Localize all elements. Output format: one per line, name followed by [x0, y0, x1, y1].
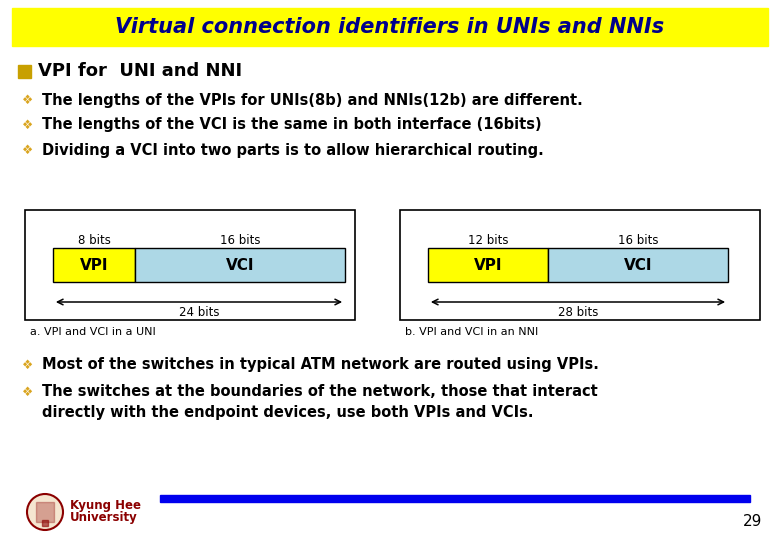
Text: The lengths of the VCI is the same in both interface (16bits): The lengths of the VCI is the same in bo…: [42, 118, 541, 132]
Bar: [135, 248, 345, 282]
Text: 8 bits: 8 bits: [77, 233, 111, 246]
Bar: [18, 65, 31, 78]
Text: Kyung Hee: Kyung Hee: [70, 498, 141, 511]
Text: a. VPI and VCI in a UNI: a. VPI and VCI in a UNI: [30, 327, 156, 337]
Text: VPI: VPI: [80, 258, 108, 273]
Text: ❖: ❖: [23, 118, 34, 132]
Text: University: University: [70, 511, 138, 524]
Bar: [160, 495, 750, 502]
Text: 12 bits: 12 bits: [468, 233, 509, 246]
Bar: [42, 520, 48, 526]
Text: ❖: ❖: [23, 359, 34, 372]
Text: 24 bits: 24 bits: [179, 306, 219, 319]
Text: 28 bits: 28 bits: [558, 306, 598, 319]
Text: directly with the endpoint devices, use both VPIs and VCIs.: directly with the endpoint devices, use …: [42, 404, 534, 420]
Text: b. VPI and VCI in an NNI: b. VPI and VCI in an NNI: [405, 327, 538, 337]
Bar: [53, 248, 135, 282]
Bar: [400, 210, 760, 320]
Text: VCI: VCI: [225, 258, 254, 273]
Text: 29: 29: [743, 515, 762, 530]
Text: Dividing a VCI into two parts is to allow hierarchical routing.: Dividing a VCI into two parts is to allo…: [42, 143, 544, 158]
Text: 16 bits: 16 bits: [618, 233, 658, 246]
Text: VPI for  UNI and NNI: VPI for UNI and NNI: [38, 62, 242, 80]
Text: Most of the switches in typical ATM network are routed using VPIs.: Most of the switches in typical ATM netw…: [42, 357, 599, 373]
Bar: [12, 8, 768, 46]
Bar: [36, 502, 54, 522]
Text: Virtual connection identifiers in UNIs and NNIs: Virtual connection identifiers in UNIs a…: [115, 17, 665, 37]
Text: The switches at the boundaries of the network, those that interact: The switches at the boundaries of the ne…: [42, 384, 597, 400]
Text: ❖: ❖: [23, 144, 34, 157]
Text: VCI: VCI: [624, 258, 652, 273]
Text: ❖: ❖: [23, 386, 34, 399]
Circle shape: [27, 494, 63, 530]
Bar: [25, 210, 355, 320]
Text: ❖: ❖: [23, 93, 34, 106]
Bar: [428, 248, 548, 282]
Text: VPI: VPI: [473, 258, 502, 273]
Bar: [548, 248, 728, 282]
Text: 16 bits: 16 bits: [220, 233, 261, 246]
Text: The lengths of the VPIs for UNIs(8b) and NNIs(12b) are different.: The lengths of the VPIs for UNIs(8b) and…: [42, 92, 583, 107]
